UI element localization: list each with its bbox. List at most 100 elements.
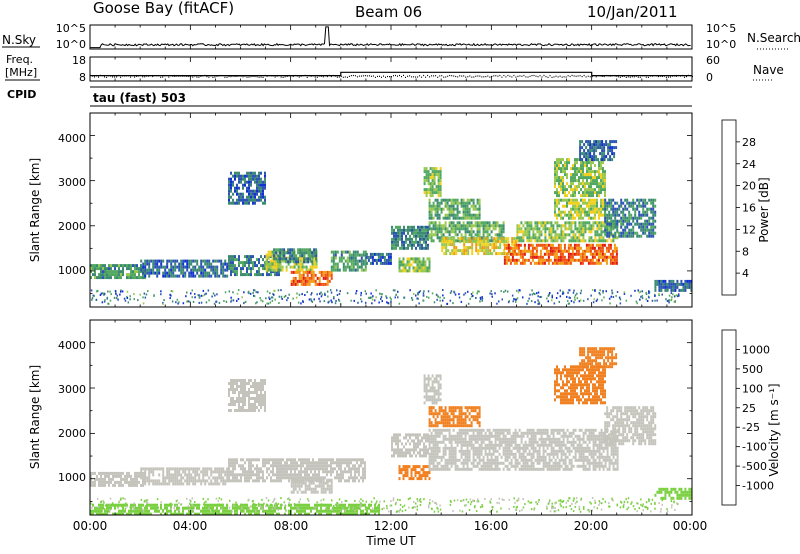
heatmap-cell — [332, 250, 335, 254]
heatmap-cell — [620, 225, 623, 229]
heatmap-cell — [583, 152, 586, 156]
nave-dot — [114, 76, 116, 78]
heatmap-cell — [612, 204, 615, 208]
nave-dot — [236, 75, 238, 77]
heatmap-cell — [254, 273, 256, 277]
heatmap-cell — [128, 267, 130, 271]
heatmap-cell — [294, 470, 296, 474]
heatmap-cell — [562, 224, 565, 228]
heatmap-cell — [555, 246, 558, 250]
heatmap-cell — [422, 294, 425, 297]
heatmap-cell — [92, 471, 94, 475]
heatmap-cell — [280, 461, 282, 465]
heatmap-cell — [398, 257, 401, 261]
heatmap-cell — [529, 249, 532, 253]
heatmap-cell — [640, 213, 643, 217]
heatmap-cell — [582, 191, 584, 195]
heatmap-cell — [174, 274, 177, 278]
heatmap-cell — [521, 252, 524, 256]
heatmap-cell — [614, 216, 617, 220]
heatmap-cell — [356, 265, 359, 269]
heatmap-cell — [238, 201, 240, 205]
heatmap-cell — [236, 270, 238, 274]
heatmap-cell — [313, 262, 316, 266]
heatmap-cell — [188, 473, 191, 477]
heatmap-cell — [272, 464, 274, 468]
heatmap-cell — [674, 294, 677, 297]
heatmap-cell — [314, 279, 317, 283]
heatmap-cell — [494, 221, 497, 225]
heatmap-cell — [587, 158, 590, 162]
heatmap-cell — [258, 400, 260, 403]
heatmap-cell — [294, 487, 297, 491]
heatmap-cell — [417, 297, 419, 300]
heatmap-cell — [519, 243, 522, 247]
heatmap-cell — [240, 406, 242, 409]
nave-dot — [455, 75, 457, 78]
heatmap-cell — [580, 167, 582, 171]
heatmap-cell — [326, 282, 329, 286]
heatmap-cell — [470, 230, 473, 234]
heatmap-cell — [573, 252, 576, 256]
power-ytick-label: 3000 — [58, 176, 86, 189]
heatmap-cell — [519, 252, 522, 256]
heatmap-cell — [202, 467, 205, 471]
heatmap-cell — [477, 243, 480, 247]
heatmap-cell — [551, 246, 554, 250]
heatmap-cell — [104, 264, 106, 268]
heatmap-cell — [212, 470, 215, 474]
heatmap-cell — [606, 219, 609, 223]
heatmap-cell — [453, 290, 455, 293]
heatmap-cell — [230, 186, 232, 190]
heatmap-cell — [303, 254, 306, 258]
heatmap-cell — [282, 476, 284, 480]
heatmap-cell — [471, 252, 474, 256]
heatmap-cell — [614, 201, 617, 205]
heatmap-cell — [326, 276, 329, 280]
nave-dot — [282, 76, 284, 78]
heatmap-cell — [595, 146, 598, 150]
heatmap-cell — [248, 292, 250, 295]
heatmap-cell — [466, 216, 469, 220]
heatmap-cell — [254, 479, 256, 483]
heatmap-cell — [423, 237, 425, 241]
heatmap-cell — [318, 464, 320, 468]
heatmap-cell — [278, 470, 280, 474]
heatmap-cell — [470, 227, 473, 231]
heatmap-cell — [266, 467, 268, 471]
heatmap-cell — [174, 467, 177, 471]
heatmap-cell — [118, 264, 120, 268]
heatmap-cell — [390, 300, 392, 303]
heatmap-cell — [472, 291, 474, 294]
heatmap-cell — [491, 243, 494, 247]
heatmap-cell — [210, 473, 213, 477]
heatmap-cell — [558, 194, 560, 198]
heatmap-cell — [192, 271, 195, 275]
heatmap-cell — [108, 267, 110, 271]
heatmap-cell — [463, 252, 466, 256]
heatmap-cell — [648, 207, 651, 211]
heatmap-cell — [248, 189, 250, 193]
heatmap-cell — [118, 483, 120, 487]
heatmap-cell — [264, 267, 266, 271]
heatmap-cell — [591, 146, 594, 150]
heatmap-cell — [642, 207, 645, 211]
heatmap-cell — [648, 290, 650, 293]
heatmap-cell — [654, 293, 656, 296]
heatmap-cell — [503, 261, 506, 265]
heatmap-cell — [588, 227, 591, 231]
heatmap-cell — [200, 268, 203, 272]
heatmap-cell — [598, 292, 601, 295]
heatmap-cell — [549, 249, 552, 253]
heatmap-cell — [244, 391, 246, 394]
heatmap-cell — [328, 458, 330, 462]
nave-dot — [120, 76, 122, 78]
heatmap-cell — [271, 265, 274, 269]
heatmap-cell — [664, 282, 667, 286]
heatmap-cell — [559, 261, 562, 265]
heatmap-cell — [592, 201, 594, 205]
noise-left-tick-top: 10^5 — [56, 22, 86, 35]
heatmap-cell — [336, 461, 338, 465]
heatmap-cell — [254, 388, 256, 391]
heatmap-cell — [281, 251, 284, 255]
